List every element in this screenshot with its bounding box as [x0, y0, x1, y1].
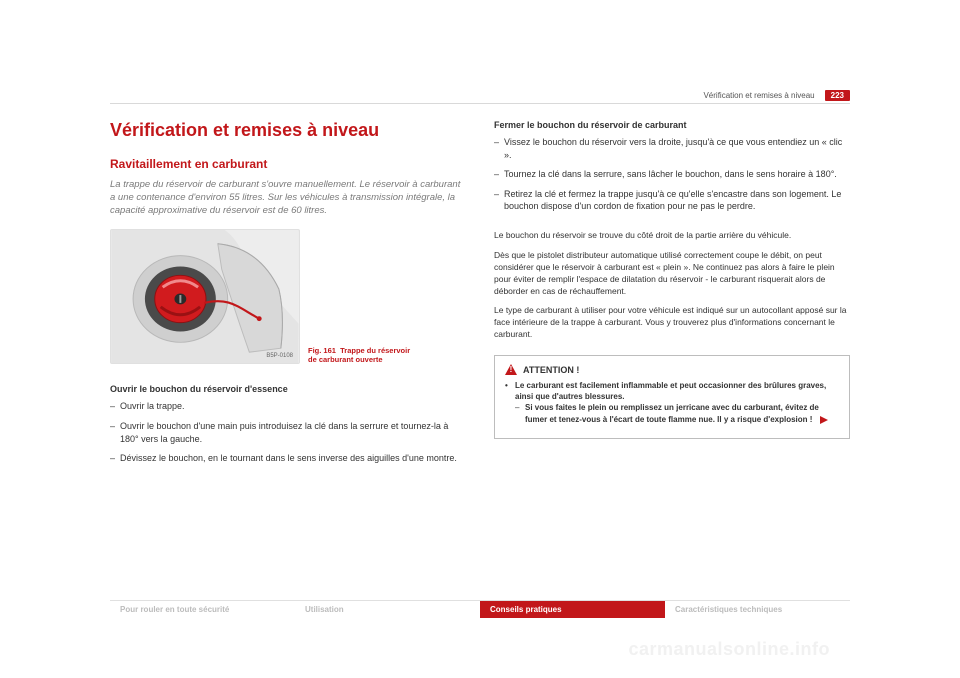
warning-sublist: Si vous faites le plein ou remplissez un… — [515, 402, 839, 424]
nav-tab-practical[interactable]: Conseils pratiques — [480, 600, 665, 618]
warning-bullet: Le carburant est facilement inflammable … — [505, 380, 839, 425]
figure-caption: Fig. 161 Trappe du réservoir de carburan… — [308, 346, 418, 364]
warning-label: ATTENTION ! — [523, 365, 579, 375]
step-item: Tournez la clé dans la serrure, sans lâc… — [494, 168, 850, 181]
step-item: Ouvrir le bouchon d'une main puis introd… — [110, 420, 466, 445]
body-para: Le bouchon du réservoir se trouve du côt… — [494, 230, 850, 242]
close-steps: Vissez le bouchon du réservoir vers la d… — [494, 136, 850, 220]
open-steps: Ouvrir la trappe. Ouvrir le bouchon d'un… — [110, 400, 466, 471]
step-item: Dévissez le bouchon, en le tournant dans… — [110, 452, 466, 465]
nav-tab-specs[interactable]: Caractéristiques techniques — [665, 600, 850, 618]
figure-block: B5P-0108 Fig. 161 Trappe du réservoir de… — [110, 229, 466, 364]
warning-list: Le carburant est facilement inflammable … — [505, 380, 839, 425]
nav-tab-usage[interactable]: Utilisation — [295, 600, 480, 618]
figure-code: B5P-0108 — [266, 353, 293, 359]
warning-sub-text: Si vous faites le plein ou remplissez un… — [525, 403, 819, 423]
watermark: carmanualsonline.info — [628, 639, 830, 660]
figure-caption-prefix: Fig. 161 — [308, 346, 336, 355]
fuel-flap-figure: B5P-0108 — [110, 229, 300, 364]
bottom-nav: Pour rouler en toute sécurité Utilisatio… — [110, 600, 850, 618]
step-item: Ouvrir la trappe. — [110, 400, 466, 413]
warning-box: ATTENTION ! Le carburant est facilement … — [494, 355, 850, 439]
open-subhead: Ouvrir le bouchon du réservoir d'essence — [110, 384, 466, 394]
warning-title-row: ATTENTION ! — [505, 364, 839, 375]
page-number-badge: 223 — [825, 90, 850, 101]
header-rule — [110, 103, 850, 104]
warning-sub-item: Si vous faites le plein ou remplissez un… — [515, 402, 839, 424]
close-subhead: Fermer le bouchon du réservoir de carbur… — [494, 120, 850, 130]
content-area: Vérification et remises à niveau Ravitai… — [110, 120, 850, 568]
step-item: Retirez la clé et fermez la trappe jusqu… — [494, 188, 850, 213]
step-item: Vissez le bouchon du réservoir vers la d… — [494, 136, 850, 161]
nav-tab-safety[interactable]: Pour rouler en toute sécurité — [110, 600, 295, 618]
lead-paragraph: La trappe du réservoir de carburant s'ou… — [110, 179, 466, 217]
header-section-label: Vérification et remises à niveau — [703, 91, 814, 100]
manual-page: Vérification et remises à niveau 223 Vér… — [0, 0, 960, 678]
page-header: Vérification et remises à niveau 223 — [110, 88, 850, 104]
body-para: Dès que le pistolet distributeur automat… — [494, 250, 850, 298]
body-para: Le type de carburant à utiliser pour vot… — [494, 305, 850, 341]
page-title: Vérification et remises à niveau — [110, 120, 466, 141]
fuel-flap-svg — [111, 230, 299, 363]
continue-arrow-icon — [819, 414, 829, 425]
left-column: Vérification et remises à niveau Ravitai… — [110, 120, 466, 568]
section-heading: Ravitaillement en carburant — [110, 157, 466, 171]
warning-triangle-icon — [505, 364, 517, 375]
warning-bullet-text: Le carburant est facilement inflammable … — [515, 381, 826, 401]
right-column: Fermer le bouchon du réservoir de carbur… — [494, 120, 850, 568]
